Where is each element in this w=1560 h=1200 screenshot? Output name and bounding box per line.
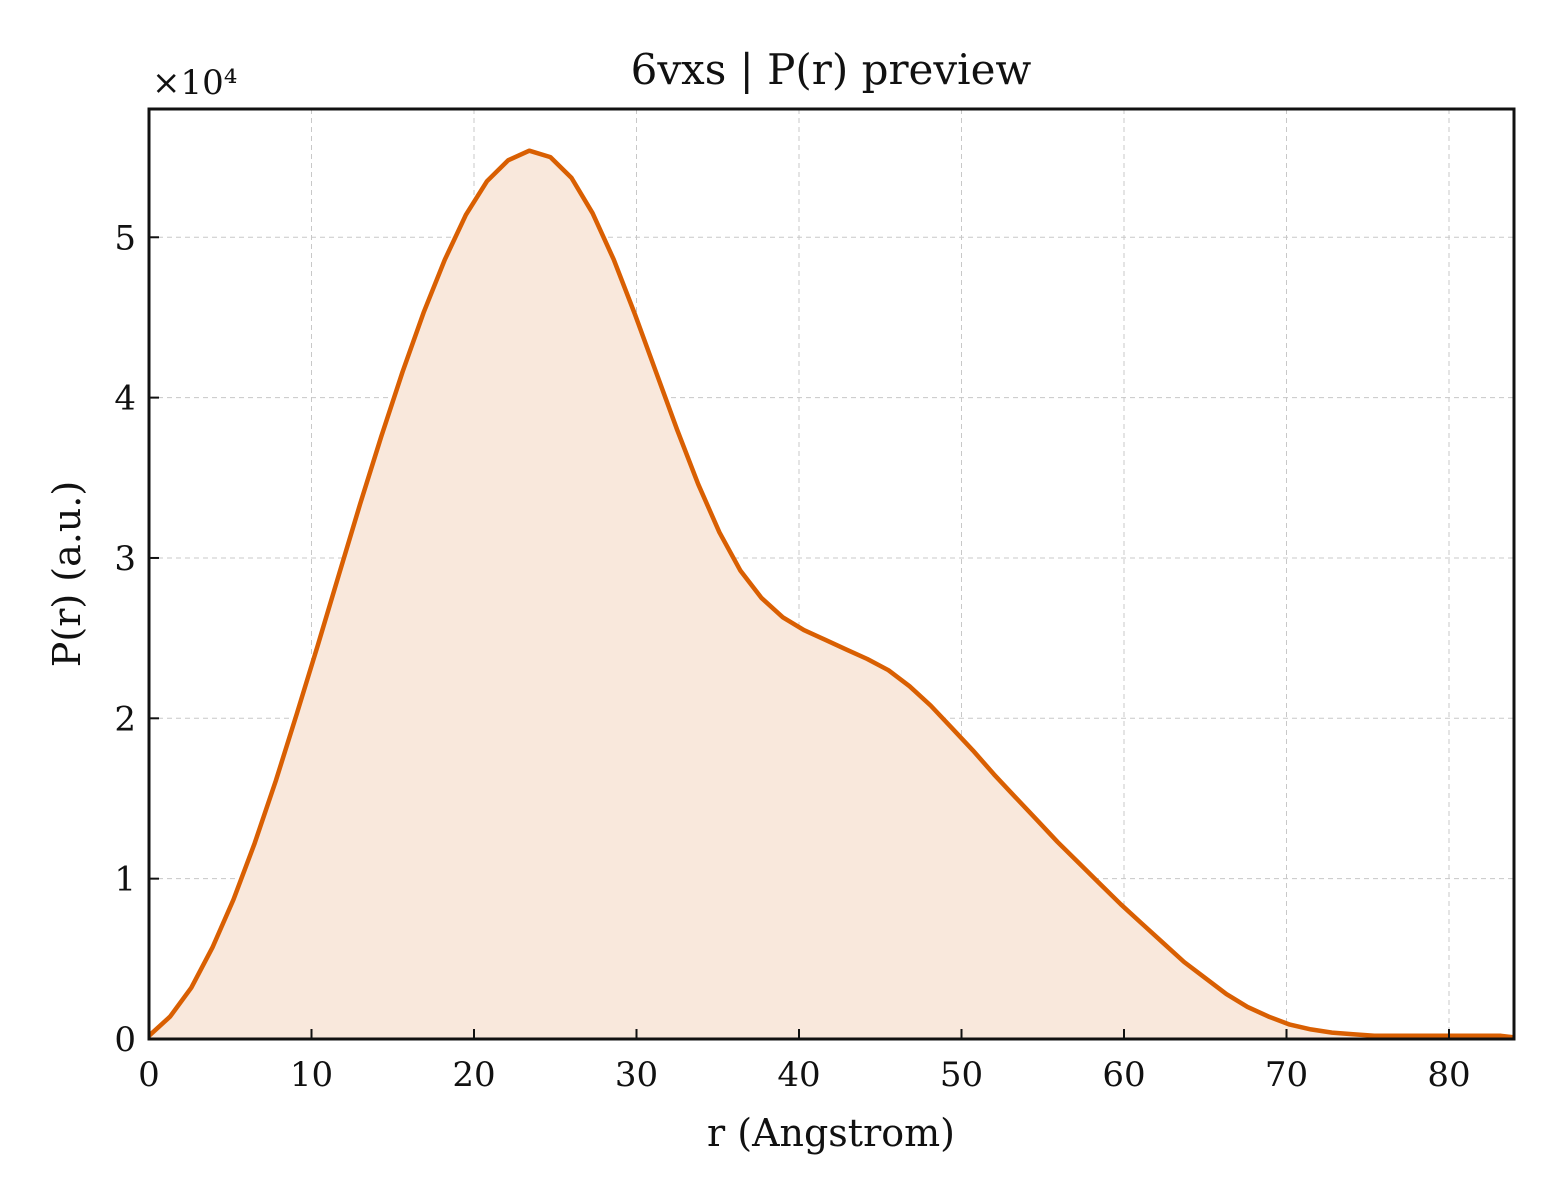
x-tick-label: 70 <box>1265 1055 1308 1095</box>
x-tick-label: 60 <box>1102 1055 1145 1095</box>
x-tick-label: 50 <box>940 1055 983 1095</box>
y-tick-label: 1 <box>114 860 136 900</box>
y-tick-label: 0 <box>114 1020 136 1060</box>
x-tick-label: 0 <box>138 1055 160 1095</box>
x-axis-label: r (Angstrom) <box>707 1111 955 1155</box>
y-multiplier-label: ×10⁴ <box>152 63 237 103</box>
plot-frame <box>147 107 1516 1041</box>
x-tick-label: 80 <box>1427 1055 1470 1095</box>
pr-series-line <box>147 148 1515 1040</box>
x-tick-label: 30 <box>615 1055 658 1095</box>
y-tick-label: 2 <box>114 699 136 739</box>
chart-title: 6vxs | P(r) preview <box>631 45 1032 94</box>
y-tick-label: 5 <box>114 218 136 258</box>
y-axis-label: P(r) (a.u.) <box>45 481 89 667</box>
ticks: 0 10 20 30 40 50 60 70 80 0 1 2 3 4 5 <box>114 218 1470 1095</box>
x-tick-label: 40 <box>777 1055 820 1095</box>
x-tick-label: 20 <box>452 1055 495 1095</box>
x-tick-label: 10 <box>290 1055 333 1095</box>
y-tick-label: 3 <box>114 539 136 579</box>
pr-area-fill <box>149 150 1514 1039</box>
y-tick-label: 4 <box>114 379 136 419</box>
